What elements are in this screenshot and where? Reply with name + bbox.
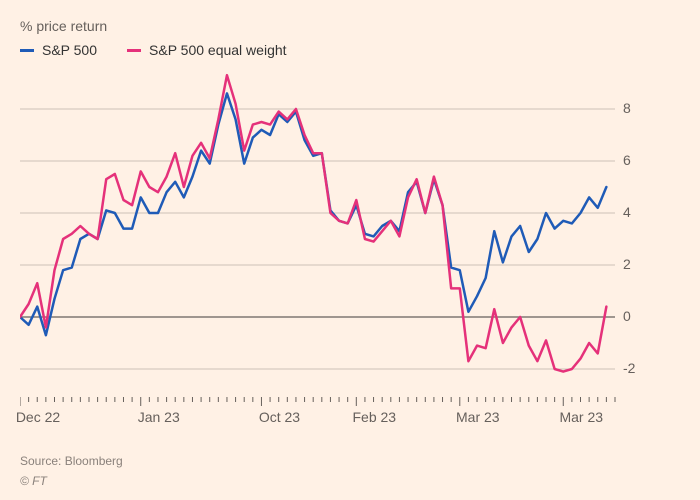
x-tick-label: Jan 23 — [138, 409, 180, 425]
source-text: Source: Bloomberg — [20, 454, 123, 468]
y-tick-label: 2 — [623, 256, 631, 272]
x-tick-label: Feb 23 — [353, 409, 397, 425]
legend-label-sp500ew: S&P 500 equal weight — [149, 42, 287, 58]
chart-svg — [20, 70, 650, 420]
x-tick-label: Mar 23 — [559, 409, 603, 425]
legend-item-sp500: S&P 500 — [20, 42, 97, 58]
y-tick-label: 4 — [623, 204, 631, 220]
legend: S&P 500 S&P 500 equal weight — [20, 42, 287, 58]
y-tick-label: -2 — [623, 360, 635, 376]
legend-swatch-sp500ew — [127, 49, 141, 52]
y-tick-label: 6 — [623, 152, 631, 168]
x-tick-label: Oct 23 — [259, 409, 300, 425]
chart-subtitle: % price return — [20, 18, 107, 34]
y-tick-label: 0 — [623, 308, 631, 324]
x-tick-label: Dec 22 — [16, 409, 60, 425]
legend-label-sp500: S&P 500 — [42, 42, 97, 58]
footer-text: © FT — [20, 474, 47, 488]
y-tick-label: 8 — [623, 100, 631, 116]
legend-item-sp500ew: S&P 500 equal weight — [127, 42, 287, 58]
x-tick-label: Mar 23 — [456, 409, 500, 425]
chart-container: % price return S&P 500 S&P 500 equal wei… — [0, 0, 700, 500]
plot-area — [20, 70, 650, 420]
legend-swatch-sp500 — [20, 49, 34, 52]
